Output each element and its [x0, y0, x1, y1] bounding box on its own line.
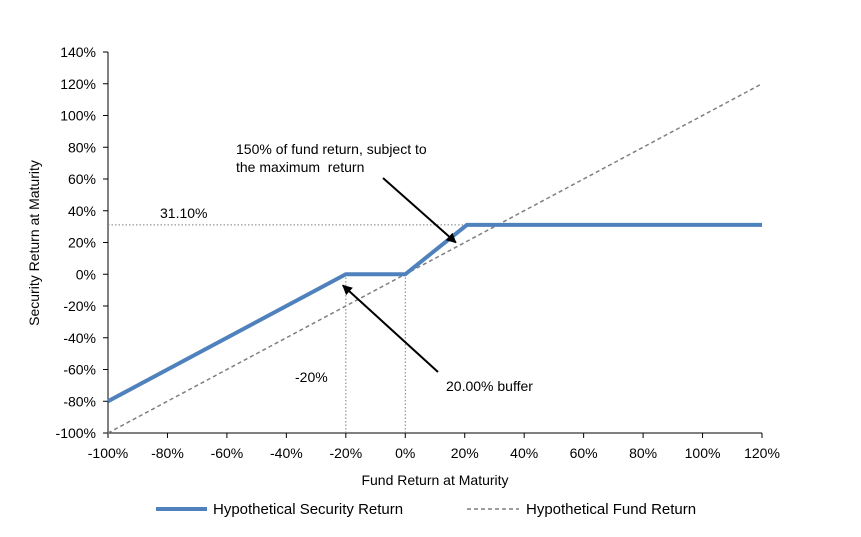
y-tick-label: 40% [68, 203, 96, 219]
y-tick-label: 100% [60, 108, 96, 124]
participation-annotation-line1: 150% of fund return, subject to [236, 141, 427, 157]
buffer-level-label: -20% [295, 369, 328, 385]
x-tick-label: -80% [151, 445, 184, 461]
x-tick-label: 40% [510, 445, 538, 461]
legend-fund-label: Hypothetical Fund Return [526, 501, 696, 518]
x-axis-title: Fund Return at Maturity [361, 472, 508, 488]
y-axis-title: Security Return at Maturity [26, 160, 42, 326]
y-tick-label: -100% [56, 425, 96, 441]
y-tick-label: 0% [76, 266, 96, 282]
y-tick-label: 80% [68, 139, 96, 155]
y-tick-label: -40% [63, 330, 96, 346]
x-tick-label: 80% [629, 445, 657, 461]
y-tick-label: 140% [60, 44, 96, 60]
x-tick-label: 60% [570, 445, 598, 461]
participation-arrow [382, 177, 457, 244]
reference-lines [108, 224, 467, 433]
y-tick-label: -80% [63, 393, 96, 409]
legend: Hypothetical Security Return Hypothetica… [156, 501, 696, 518]
fund-return-line [107, 83, 763, 434]
x-tick-label: -20% [329, 445, 362, 461]
participation-annotation-line2: the maximum return [236, 159, 364, 175]
buffer-annotation: 20.00% buffer [446, 378, 533, 394]
x-tick-label: 120% [744, 445, 780, 461]
x-axis-ticks: -100% -80% -60% -40% -20% 0% 20% 40% 60% 80% 100% 1… [88, 433, 780, 461]
y-tick-label: 20% [68, 235, 96, 251]
y-tick-label: -20% [63, 298, 96, 314]
y-tick-label: 120% [60, 76, 96, 92]
x-tick-label: 20% [451, 445, 479, 461]
y-tick-label: -60% [63, 362, 96, 378]
cap-value-label: 31.10% [160, 205, 207, 221]
legend-security-label: Hypothetical Security Return [213, 501, 403, 518]
x-tick-label: 100% [685, 445, 721, 461]
y-axis-ticks: -100% -80% -60% -40% -20% 0% 20% 40% 60% 80% 100% 1… [56, 44, 108, 441]
buffer-arrow [342, 284, 439, 373]
series-group [107, 83, 763, 434]
x-tick-label: -60% [211, 445, 244, 461]
security-return-line [107, 222, 762, 404]
x-tick-label: 0% [395, 445, 415, 461]
y-tick-label: 60% [68, 171, 96, 187]
x-tick-label: -100% [88, 445, 128, 461]
x-tick-label: -40% [270, 445, 303, 461]
